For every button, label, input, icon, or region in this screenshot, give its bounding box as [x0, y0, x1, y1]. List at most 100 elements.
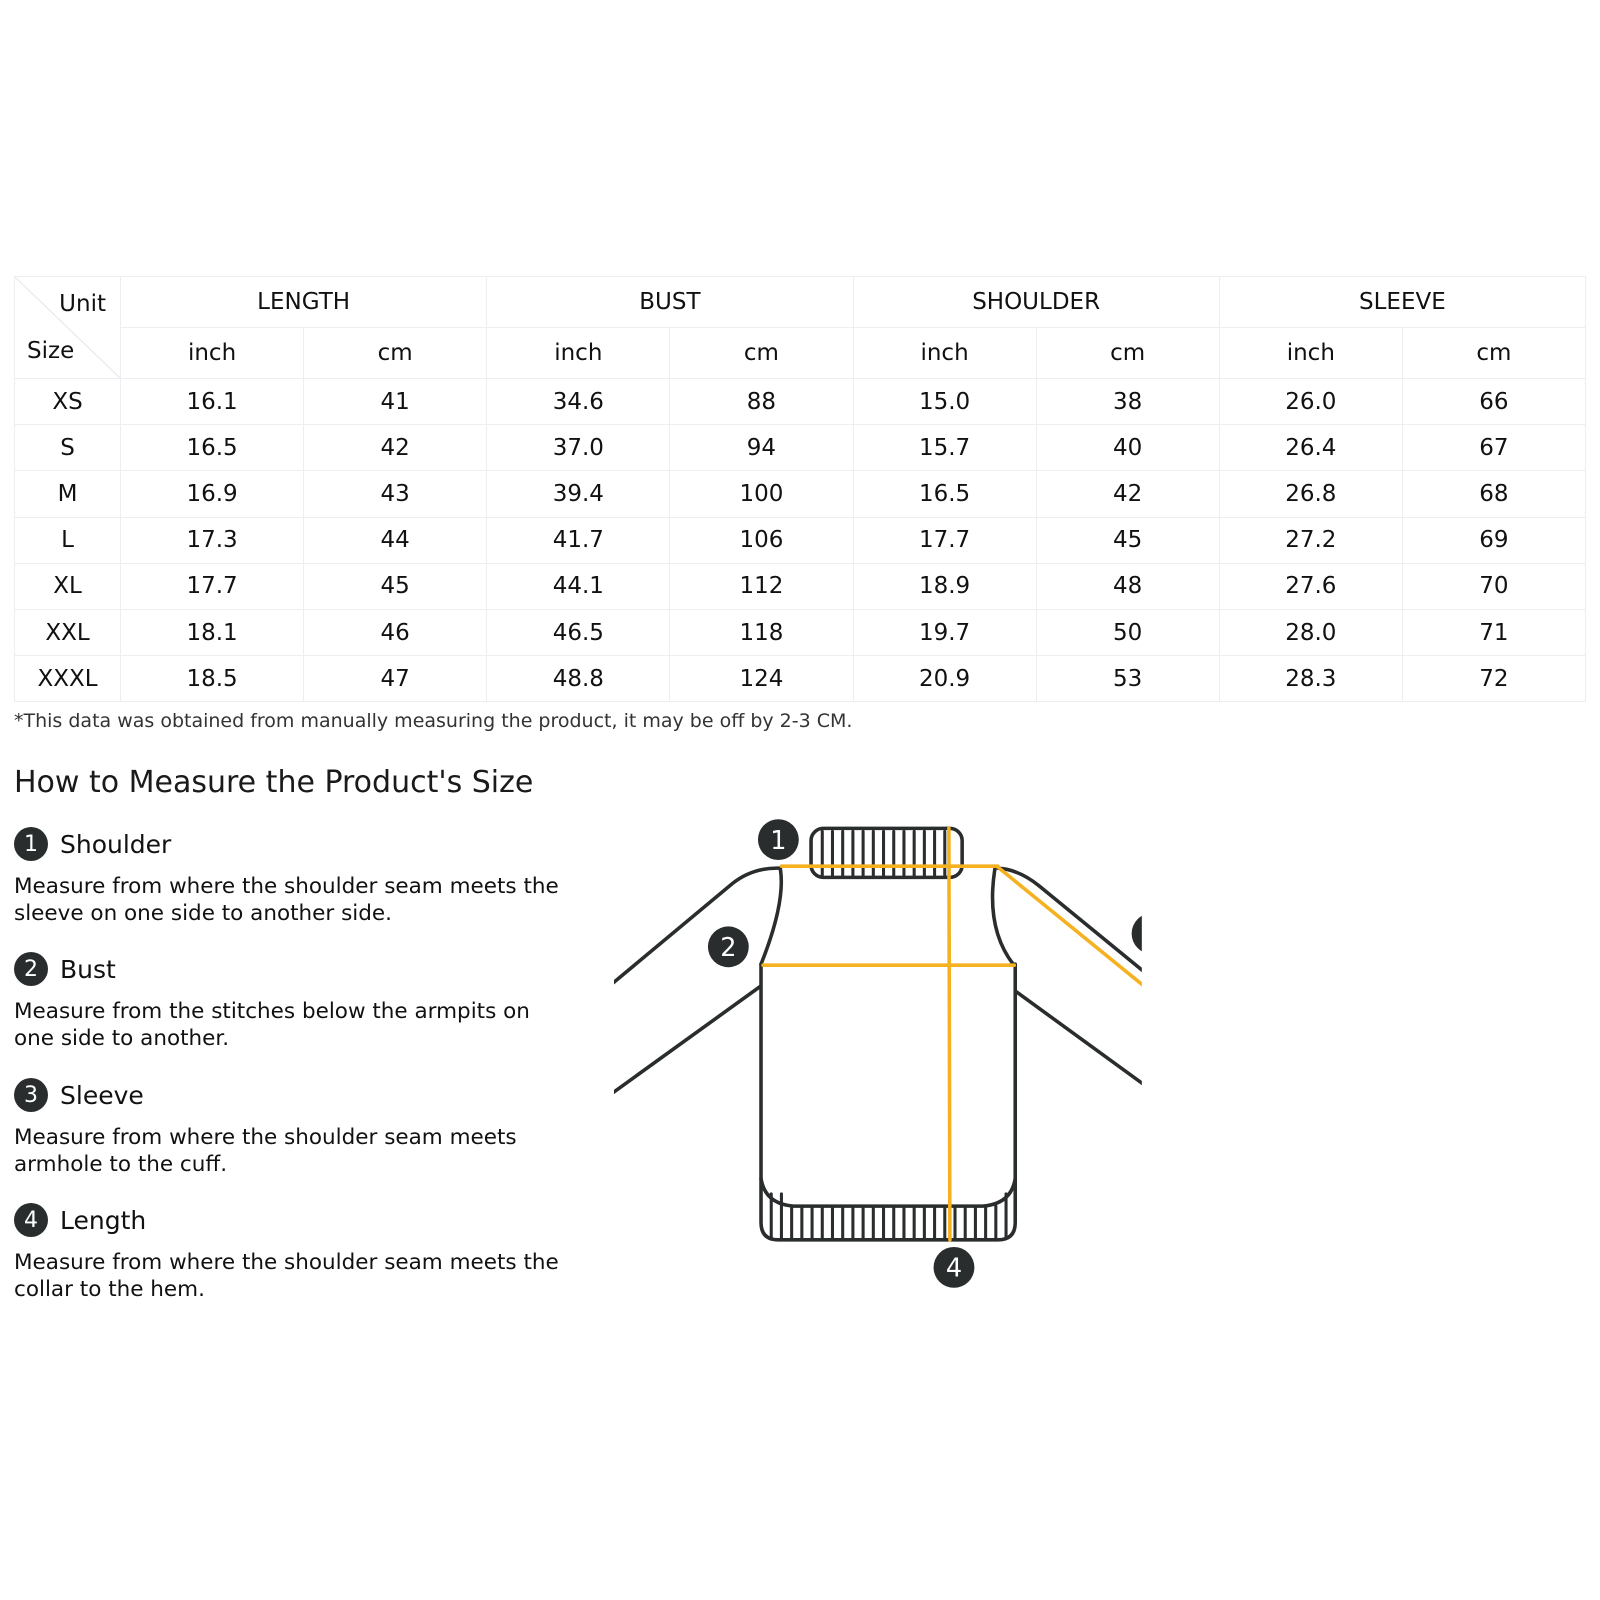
- value-cell: 94: [669, 424, 854, 472]
- value-cell: 43: [303, 470, 488, 518]
- size-label: Size: [27, 338, 75, 364]
- group-sleeve: SLEEVE: [1218, 276, 1587, 328]
- header-units-row: inch cm inch cm inch cm inch cm: [15, 327, 1587, 379]
- marker-1: 1: [757, 819, 799, 861]
- value-cell: 28.0: [1218, 608, 1403, 657]
- value-cell: 118: [669, 608, 854, 657]
- value-cell: 106: [669, 516, 854, 564]
- guide-item-shoulder: 1 Shoulder Measure from where the shoulde…: [14, 827, 574, 927]
- table-row: XL 17.7 45 44.1 112 18.9 48 27.6 70: [14, 562, 1587, 610]
- unit-header: cm: [1035, 327, 1220, 379]
- value-cell: 124: [669, 655, 854, 703]
- value-cell: 46.5: [486, 608, 671, 657]
- unit-header: cm: [1401, 327, 1587, 379]
- value-cell: 26.8: [1218, 470, 1403, 518]
- value-cell: 70: [1401, 562, 1587, 610]
- corner-diagonal: [15, 277, 120, 378]
- value-cell: 42: [1035, 470, 1220, 518]
- value-cell: 15.0: [852, 377, 1037, 426]
- value-cell: 48: [1035, 562, 1220, 610]
- unit-header: cm: [669, 327, 854, 379]
- value-cell: 100: [669, 470, 854, 518]
- unit-header: inch: [119, 327, 305, 379]
- value-cell: 69: [1401, 516, 1587, 564]
- size-cell: M: [14, 470, 121, 518]
- value-cell: 27.2: [1218, 516, 1403, 564]
- sweater-outline: [614, 826, 1142, 1242]
- value-cell: 20.9: [852, 655, 1037, 703]
- number-badge: 3: [14, 1078, 48, 1112]
- svg-text:1: 1: [770, 826, 786, 856]
- value-cell: 53: [1035, 655, 1220, 703]
- value-cell: 26.4: [1218, 424, 1403, 472]
- size-cell: XL: [14, 562, 121, 610]
- table-row: XXXL 18.5 47 48.8 124 20.9 53 28.3 72: [14, 655, 1587, 703]
- table-row: L 17.3 44 41.7 106 17.7 45 27.2 69: [14, 516, 1587, 564]
- value-cell: 19.7: [852, 608, 1037, 657]
- value-cell: 67: [1401, 424, 1587, 472]
- item-description: Measure from where the shoulder seam mee…: [14, 1250, 559, 1302]
- guide-item-bust: 2 Bust Measure from the stitches below th…: [14, 952, 574, 1052]
- value-cell: 26.0: [1218, 377, 1403, 426]
- value-cell: 15.7: [852, 424, 1037, 472]
- item-label: Length: [60, 1205, 147, 1235]
- unit-header: inch: [1218, 327, 1403, 379]
- group-shoulder: SHOULDER: [852, 276, 1220, 328]
- svg-text:3: 3: [1144, 920, 1150, 950]
- size-chart-table: Unit Size LENGTH BUST SHOULDER SLEEVE in…: [14, 276, 1587, 703]
- value-cell: 46: [303, 608, 488, 657]
- value-cell: 68: [1401, 470, 1587, 518]
- value-cell: 17.7: [852, 516, 1037, 564]
- item-label: Sleeve: [60, 1080, 144, 1110]
- value-cell: 41.7: [486, 516, 671, 564]
- number-badge: 1: [14, 827, 48, 861]
- value-cell: 44: [303, 516, 488, 564]
- marker-3: 3: [1131, 915, 1150, 952]
- value-cell: 44.1: [486, 562, 671, 610]
- guide-title: How to Measure the Product's Size: [14, 765, 534, 800]
- table-row: S 16.5 42 37.0 94 15.7 40 26.4 67: [14, 424, 1587, 472]
- table-row: XXL 18.1 46 46.5 118 19.7 50 28.0 71: [14, 608, 1587, 657]
- size-cell: S: [14, 424, 121, 472]
- header-groups-row: Unit Size LENGTH BUST SHOULDER SLEEVE: [14, 276, 1587, 379]
- value-cell: 45: [1035, 516, 1220, 564]
- value-cell: 18.5: [119, 655, 305, 703]
- sweater-measurement-diagram: 1 2 3 4: [614, 819, 1150, 1288]
- group-bust: BUST: [486, 276, 854, 328]
- value-cell: 16.1: [119, 377, 305, 426]
- value-cell: 66: [1401, 377, 1587, 426]
- value-cell: 37.0: [486, 424, 671, 472]
- size-cell: XXXL: [14, 655, 121, 703]
- value-cell: 16.5: [852, 470, 1037, 518]
- measure-lines: [761, 826, 1142, 1242]
- value-cell: 47: [303, 655, 488, 703]
- value-cell: 71: [1401, 608, 1587, 657]
- unit-header: inch: [852, 327, 1037, 379]
- value-cell: 48.8: [486, 655, 671, 703]
- table-row: XS 16.1 41 34.6 88 15.0 38 26.0 66: [14, 377, 1587, 426]
- number-badge: 2: [14, 952, 48, 986]
- value-cell: 34.6: [486, 377, 671, 426]
- value-cell: 18.9: [852, 562, 1037, 610]
- value-cell: 38: [1035, 377, 1220, 426]
- marker-4: 4: [933, 1246, 975, 1288]
- item-label: Shoulder: [60, 829, 172, 859]
- value-cell: 50: [1035, 608, 1220, 657]
- item-description: Measure from the stitches below the armp…: [14, 999, 530, 1051]
- value-cell: 39.4: [486, 470, 671, 518]
- value-cell: 40: [1035, 424, 1220, 472]
- value-cell: 17.3: [119, 516, 305, 564]
- item-label: Bust: [60, 954, 116, 984]
- value-cell: 18.1: [119, 608, 305, 657]
- unit-label: Unit: [59, 291, 106, 317]
- corner-header: Unit Size: [14, 276, 121, 379]
- svg-text:2: 2: [720, 933, 736, 963]
- value-cell: 27.6: [1218, 562, 1403, 610]
- size-cell: L: [14, 516, 121, 564]
- item-description: Measure from where the shoulder seam mee…: [14, 1125, 517, 1177]
- measurement-note: *This data was obtained from manually me…: [14, 710, 853, 732]
- value-cell: 72: [1401, 655, 1587, 703]
- value-cell: 45: [303, 562, 488, 610]
- svg-text:4: 4: [946, 1254, 962, 1284]
- value-cell: 42: [303, 424, 488, 472]
